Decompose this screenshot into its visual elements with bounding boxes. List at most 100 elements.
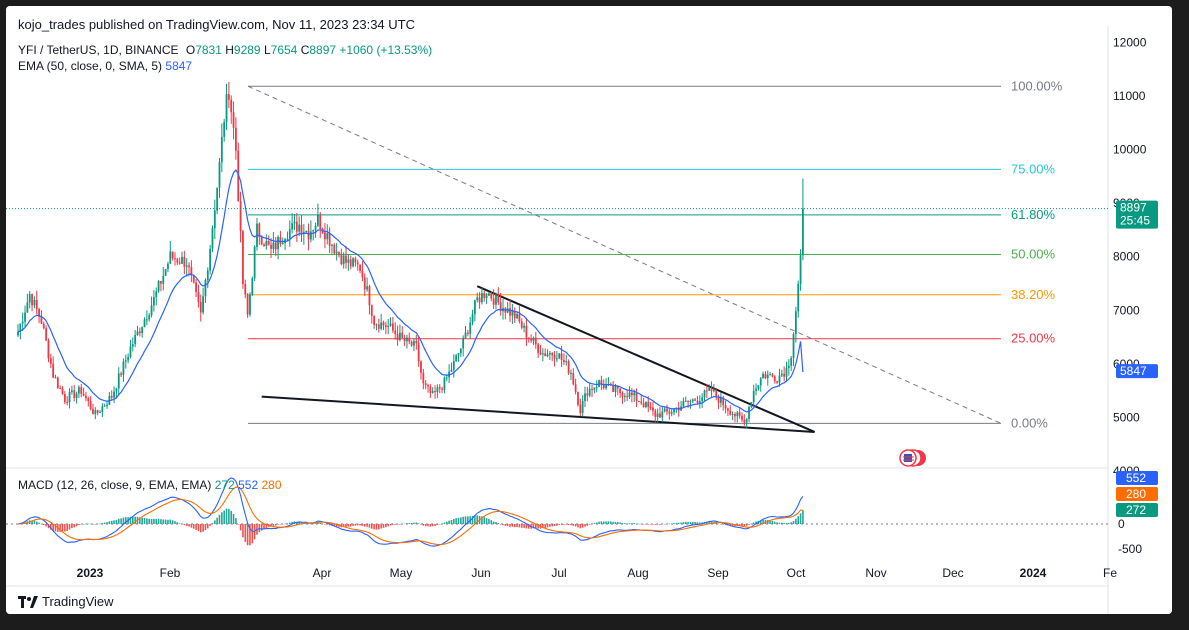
candle-body xyxy=(415,340,418,344)
candle-body xyxy=(712,389,715,392)
candle xyxy=(82,387,85,397)
ema-legend[interactable]: EMA (50, close, 0, SMA, 5) 5847 xyxy=(18,59,192,73)
chart-svg[interactable]: 100.00% 75.00% 61.80% 50.00% 38.20% 25.00% 0.0… xyxy=(6,6,1172,614)
candle xyxy=(293,214,296,230)
macd-histogram-bar xyxy=(499,524,502,525)
price-marker-countdown: 25:45 xyxy=(1120,214,1150,228)
macd-histogram-bar xyxy=(783,523,785,524)
candle-body xyxy=(652,407,654,411)
macd-histogram-bar xyxy=(619,522,621,524)
macd-histogram-bar xyxy=(45,524,47,527)
macd-histogram-bar xyxy=(591,523,593,525)
candle xyxy=(286,231,289,242)
fibonacci-retracement[interactable]: 100.00% 75.00% 61.80% 50.00% 38.20% 25.00% 0.0… xyxy=(247,78,1063,430)
ema-label: EMA (50, close, 0, SMA, 5) xyxy=(18,59,163,73)
symbol-legend[interactable]: YFI / TetherUS, 1D, BINANCE O7831 H9289 … xyxy=(18,43,432,57)
candle xyxy=(99,410,101,414)
macd-histogram-bar xyxy=(720,523,722,525)
candle xyxy=(661,406,664,423)
candle xyxy=(619,388,622,398)
candle-body xyxy=(40,316,43,324)
candle-body xyxy=(434,391,436,393)
candle-body xyxy=(410,341,413,346)
macd-histogram-bar xyxy=(52,524,54,531)
candle xyxy=(150,296,153,318)
macd-histogram-bar xyxy=(656,524,659,525)
candle xyxy=(616,386,619,396)
candle xyxy=(558,352,561,360)
candle xyxy=(113,386,115,404)
candle xyxy=(61,386,64,395)
macd-histogram-bar xyxy=(518,524,521,528)
candle xyxy=(342,252,345,269)
candle xyxy=(70,385,73,395)
price-tick-label: 7000 xyxy=(1113,303,1140,317)
candle-body xyxy=(727,408,729,411)
candle-body xyxy=(567,361,570,374)
candle xyxy=(349,255,352,270)
candle xyxy=(563,353,565,366)
macd-histogram-bar xyxy=(525,524,528,529)
macd-histogram-bar xyxy=(788,522,790,524)
macd-histogram-bar xyxy=(741,524,743,526)
macd-hist-value: 272 xyxy=(214,478,235,492)
candle-body xyxy=(799,255,802,284)
candle-body xyxy=(616,386,619,389)
candle xyxy=(21,312,24,332)
macd-histogram-bar xyxy=(73,524,76,528)
tradingview-logo[interactable]: TradingView xyxy=(18,594,114,609)
trendlines[interactable] xyxy=(261,285,816,433)
macd-histogram-bar xyxy=(626,523,628,524)
candle xyxy=(532,336,535,345)
ema-legend-value: 5847 xyxy=(165,59,193,73)
candle-body xyxy=(216,187,219,211)
flag-icon[interactable] xyxy=(899,449,926,467)
candle xyxy=(387,319,390,335)
candle-body xyxy=(302,232,305,234)
candle-body xyxy=(288,229,291,239)
macd-histogram-bar xyxy=(504,524,507,526)
candle xyxy=(340,248,343,266)
candle-body xyxy=(92,408,94,414)
candle xyxy=(131,337,134,352)
candle-body xyxy=(314,225,317,231)
candle-body xyxy=(328,233,331,246)
macd-histogram-bar xyxy=(92,524,94,525)
macd-histogram-bar xyxy=(197,524,200,532)
candle xyxy=(701,393,704,408)
macd-histogram-bar xyxy=(802,510,804,524)
candle-body xyxy=(384,325,387,328)
macd-histogram-bar xyxy=(691,521,694,524)
macd-histogram-bar xyxy=(748,524,750,525)
candle-body xyxy=(452,361,455,370)
macd-histogram-bar xyxy=(462,516,464,524)
macd-histogram-bar xyxy=(235,518,237,524)
candle-body xyxy=(331,244,333,246)
candle-body xyxy=(218,162,221,188)
candle xyxy=(167,261,169,273)
candle-body xyxy=(511,310,514,316)
macd-histogram-bar xyxy=(206,524,209,529)
candle xyxy=(85,391,87,402)
candle xyxy=(534,332,537,349)
candle-body xyxy=(670,412,673,414)
low-value: 7654 xyxy=(270,43,298,57)
candle xyxy=(244,279,247,299)
macd-histogram-bar xyxy=(647,524,650,525)
macd-histogram-bar xyxy=(731,524,734,527)
candle xyxy=(406,334,408,349)
macd-legend[interactable]: MACD (12, 26, close, 9, EMA, EMA) 272 55… xyxy=(18,478,282,492)
macd-histogram-bar xyxy=(506,524,509,527)
macd-histogram-bar xyxy=(291,521,293,524)
candle-body xyxy=(401,332,404,338)
candle-body xyxy=(455,355,458,362)
candle xyxy=(169,240,172,264)
macd-histogram-bar xyxy=(680,522,682,524)
candle xyxy=(459,348,462,358)
open-label: O xyxy=(185,43,196,57)
candle xyxy=(410,340,413,347)
macd-histogram-bar xyxy=(684,521,687,524)
candle xyxy=(506,301,509,314)
candle xyxy=(712,384,715,393)
